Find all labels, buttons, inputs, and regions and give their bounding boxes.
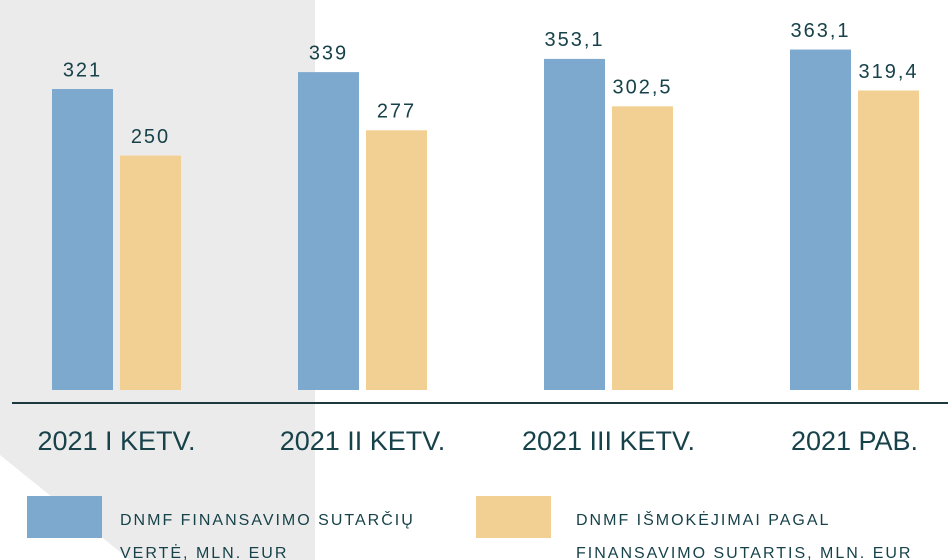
value-label: 339 (309, 42, 348, 64)
bar (120, 155, 181, 390)
x-tick-label: 2021 PAB. (791, 426, 918, 456)
bar (790, 49, 851, 391)
bar (366, 130, 427, 391)
value-label: 319,4 (858, 61, 918, 83)
x-tick-label: 2021 III KETV. (522, 426, 695, 456)
value-label: 250 (131, 126, 170, 148)
bar (298, 72, 359, 391)
bar (544, 58, 605, 390)
value-label: 277 (377, 101, 416, 123)
legend-swatch (27, 496, 102, 538)
bar (612, 106, 673, 390)
x-tick-label: 2021 I KETV. (37, 426, 195, 456)
legend-label: DNMF FINANSAVIMO SUTARČIŲ VERTĖ, MLN. EU… (120, 512, 415, 560)
value-label: 321 (63, 59, 102, 81)
bar (52, 88, 113, 391)
value-label: 363,1 (790, 20, 850, 42)
x-tick-label: 2021 II KETV. (280, 426, 446, 456)
legend-swatch (476, 496, 551, 538)
value-label: 353,1 (544, 29, 604, 51)
bar (858, 90, 919, 390)
value-label: 302,5 (612, 77, 672, 99)
legend-label: DNMF IŠMOKĖJIMAI PAGAL FINANSAVIMO SUTAR… (576, 512, 913, 560)
